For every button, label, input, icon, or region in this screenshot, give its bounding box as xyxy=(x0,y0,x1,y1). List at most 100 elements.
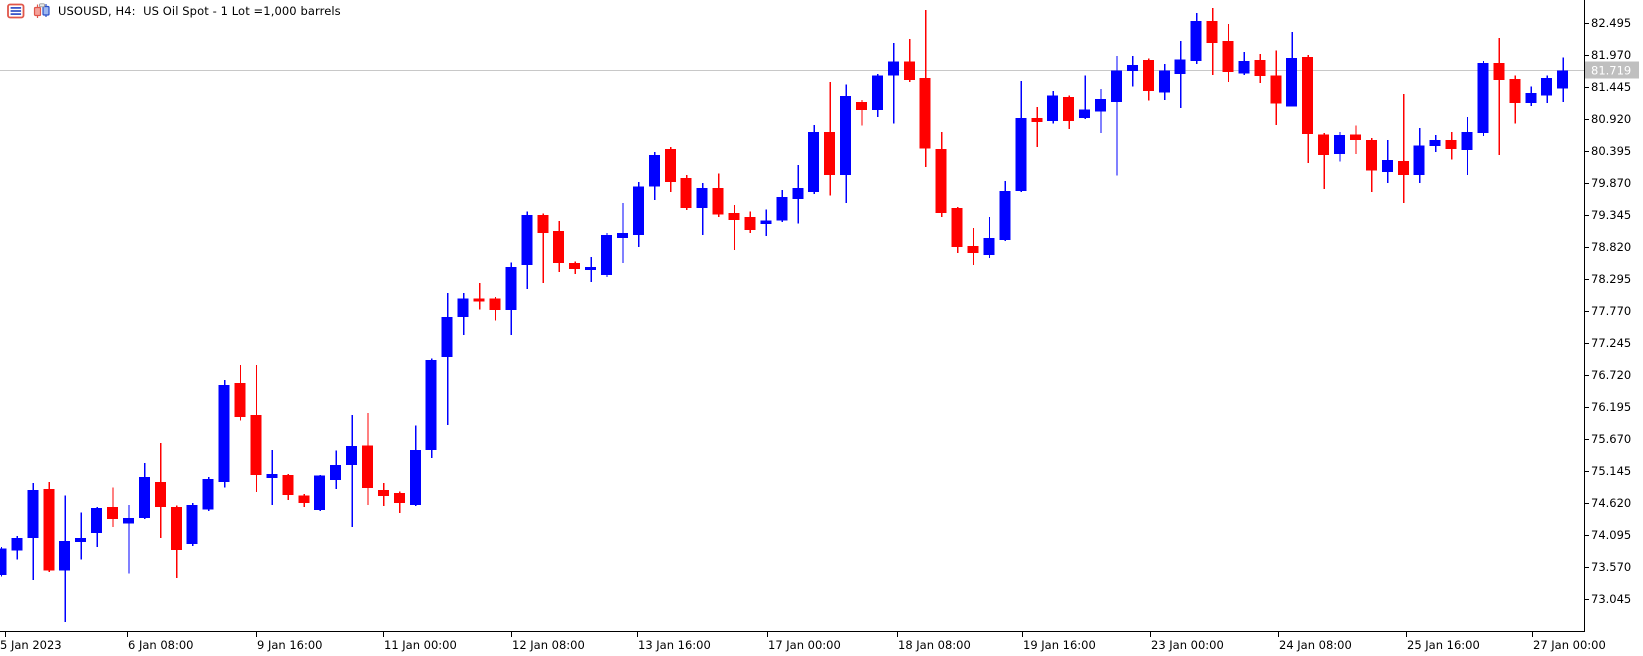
candle-body-up xyxy=(75,537,87,543)
price-tick-label: 80.920 xyxy=(1591,112,1631,126)
candle-body-up xyxy=(330,464,342,480)
chart-title: USOUSD, H4: US Oil Spot - 1 Lot =1,000 b… xyxy=(58,4,341,18)
candle xyxy=(553,220,565,273)
candle xyxy=(601,233,612,277)
candle-body-up xyxy=(314,475,326,510)
candle xyxy=(330,450,342,490)
candle xyxy=(935,131,947,218)
candle xyxy=(1142,58,1154,101)
candle xyxy=(1238,52,1250,76)
price-tick-label: 77.245 xyxy=(1591,336,1631,350)
candle-body-down xyxy=(1302,56,1314,135)
candle xyxy=(856,100,867,126)
price-tick-label: 74.620 xyxy=(1591,496,1631,510)
candle-body-up xyxy=(1541,78,1553,96)
candle xyxy=(489,297,501,321)
candle xyxy=(234,364,246,421)
candle-body-down xyxy=(569,262,581,269)
candle xyxy=(951,206,963,254)
candle-body-up xyxy=(505,267,517,310)
candle xyxy=(1445,131,1457,160)
candle xyxy=(170,505,182,579)
candle xyxy=(569,261,581,274)
time-scale[interactable]: 5 Jan 2023 6 Jan 08:00 9 Jan 16:00 11 Jan 0… xyxy=(0,632,1606,652)
candle xyxy=(760,209,772,237)
candle-body-up xyxy=(1079,109,1091,118)
candle-body-down xyxy=(1063,97,1075,121)
candle-body-down xyxy=(250,414,262,476)
candle xyxy=(1190,12,1202,65)
candle xyxy=(1302,55,1314,163)
candle-body-up xyxy=(1047,95,1059,121)
candle xyxy=(808,125,820,194)
candle-body-down xyxy=(680,178,692,209)
candle-body-down xyxy=(107,506,118,519)
candle-body-down xyxy=(967,245,979,254)
chart-list-icon[interactable] xyxy=(7,3,25,19)
candle-body-down xyxy=(489,298,501,310)
time-tick-label: 6 Jan 08:00 xyxy=(128,638,194,652)
candle xyxy=(377,483,389,507)
price-tick-label: 82.495 xyxy=(1591,16,1631,30)
candle xyxy=(537,213,549,284)
candle-body-down xyxy=(1031,117,1043,123)
candle xyxy=(346,414,358,527)
candle-body-up xyxy=(457,298,469,318)
time-tick-label: 19 Jan 16:00 xyxy=(1023,638,1096,652)
time-tick-label: 27 Jan 00:00 xyxy=(1533,638,1606,652)
price-tick-label: 75.670 xyxy=(1591,432,1631,446)
candle-body-up xyxy=(1174,59,1186,74)
candle-body-down xyxy=(1142,59,1154,91)
price-tick-label: 79.870 xyxy=(1591,176,1631,190)
candle xyxy=(1461,117,1473,176)
candle xyxy=(1318,133,1330,190)
candle xyxy=(1254,53,1266,84)
candle-body-down xyxy=(856,102,867,110)
candle xyxy=(1477,61,1489,137)
candle-body-down xyxy=(919,78,931,149)
candle-body-up xyxy=(1477,62,1489,133)
candle xyxy=(473,283,485,310)
candle xyxy=(664,147,676,193)
candle-body-down xyxy=(377,489,389,496)
candle xyxy=(1525,86,1537,107)
candle xyxy=(648,152,660,201)
candle xyxy=(0,547,7,577)
candle-body-down xyxy=(1270,75,1282,104)
candle xyxy=(1541,75,1553,104)
candle-body-up xyxy=(441,317,453,357)
time-tick-label: 13 Jan 16:00 xyxy=(638,638,711,652)
price-scale[interactable]: 82.495 81.970 81.445 80.920 80.395 79.870 79.3… xyxy=(1584,16,1631,606)
candle xyxy=(680,175,692,210)
current-price-badge: 81.719 xyxy=(1585,61,1639,79)
candle-body-up xyxy=(27,489,39,538)
candle-body-up xyxy=(776,197,788,221)
candle xyxy=(1509,75,1521,124)
candle xyxy=(1222,23,1234,82)
candle xyxy=(1079,75,1091,119)
candle-body-up xyxy=(0,548,7,576)
candle xyxy=(91,506,103,548)
candle-body-down xyxy=(1365,139,1377,171)
candle-body-up xyxy=(346,445,358,465)
candle xyxy=(43,481,55,573)
candle xyxy=(457,292,469,335)
candle xyxy=(425,358,437,459)
candle-body-down xyxy=(1445,139,1457,149)
candle-body-down xyxy=(935,148,947,213)
price-tick-label: 73.570 xyxy=(1591,560,1631,574)
candle-body-up xyxy=(59,541,71,571)
candle-body-down xyxy=(1350,134,1361,140)
candle xyxy=(362,412,373,505)
price-tick-label: 76.195 xyxy=(1591,400,1631,414)
candle-body-down xyxy=(1222,41,1234,73)
candle-body-up xyxy=(760,220,772,224)
candle-body-up xyxy=(585,267,597,271)
candle-body-up xyxy=(1015,117,1027,191)
candle-body-up xyxy=(983,237,995,255)
candle xyxy=(266,450,278,505)
candlestick-chart-icon[interactable] xyxy=(33,3,51,19)
candle-body-up xyxy=(871,75,883,110)
price-tick-label: 81.445 xyxy=(1591,80,1631,94)
